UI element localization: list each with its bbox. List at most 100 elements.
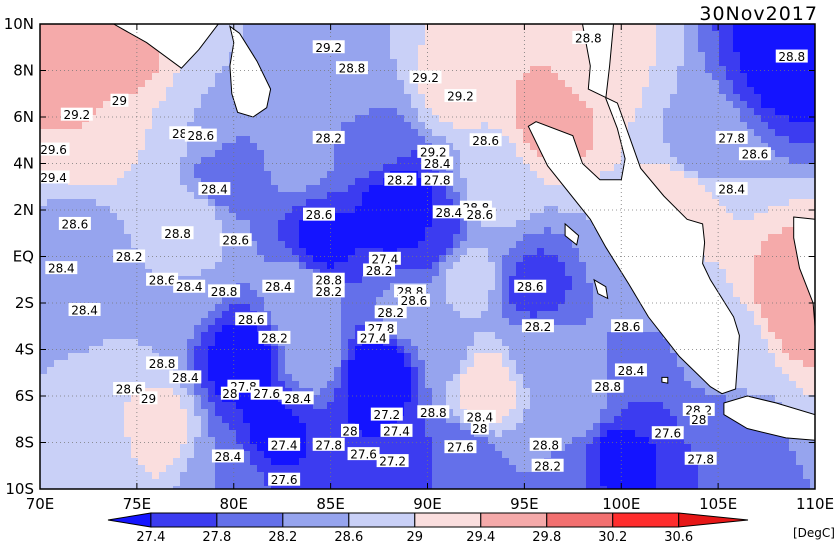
sst-cell [264, 73, 272, 81]
sst-cell [117, 38, 125, 46]
sst-cell [145, 248, 153, 256]
sst-cell [271, 206, 279, 214]
sst-cell [677, 24, 685, 32]
sst-cell [586, 325, 594, 333]
sst-cell [635, 115, 643, 123]
sst-cell [558, 234, 566, 242]
sst-cell [460, 129, 468, 137]
sst-cell [257, 304, 265, 312]
sst-cell [376, 227, 384, 235]
sst-cell [117, 297, 125, 305]
sst-cell [789, 38, 797, 46]
sst-cell [544, 262, 552, 270]
sst-cell [68, 122, 76, 130]
sst-cell [208, 38, 216, 46]
sst-cell [75, 143, 83, 151]
sst-cell [138, 297, 146, 305]
sst-cell [810, 318, 815, 326]
sst-cell [502, 59, 510, 67]
sst-cell [47, 255, 55, 263]
sst-cell [467, 290, 475, 298]
sst-cell [600, 248, 608, 256]
sst-cell [740, 31, 748, 39]
sst-cell [705, 150, 713, 158]
sst-cell [768, 87, 776, 95]
sst-cell [89, 220, 97, 228]
sst-cell [89, 136, 97, 144]
sst-cell [152, 122, 160, 130]
sst-cell [467, 38, 475, 46]
sst-cell [803, 157, 811, 165]
sst-cell [740, 87, 748, 95]
sst-cell [551, 73, 559, 81]
sst-cell [173, 318, 181, 326]
sst-cell [341, 192, 349, 200]
sst-cell [236, 192, 244, 200]
sst-cell [40, 304, 48, 312]
sst-cell [68, 192, 76, 200]
sst-cell [47, 276, 55, 284]
sst-cell [425, 325, 433, 333]
sst-cell [572, 248, 580, 256]
sst-cell [75, 52, 83, 60]
sst-cell [782, 157, 790, 165]
sst-cell [257, 157, 265, 165]
sst-cell [754, 185, 762, 193]
sst-cell [621, 283, 629, 291]
sst-cell [705, 52, 713, 60]
sst-cell [796, 136, 804, 144]
sst-cell [236, 297, 244, 305]
sst-cell [663, 171, 671, 179]
sst-cell [446, 66, 454, 74]
sst-cell [327, 311, 335, 319]
sst-cell [481, 38, 489, 46]
sst-cell [355, 171, 363, 179]
sst-cell [334, 101, 342, 109]
sst-cell [768, 276, 776, 284]
sst-cell [341, 290, 349, 298]
sst-cell [47, 52, 55, 60]
sst-cell [740, 213, 748, 221]
sst-cell [222, 192, 230, 200]
sst-cell [712, 59, 720, 67]
sst-cell [250, 255, 258, 263]
sst-cell [152, 262, 160, 270]
sst-cell [362, 297, 370, 305]
sst-cell [656, 157, 664, 165]
sst-cell [656, 115, 664, 123]
sst-cell [173, 66, 181, 74]
sst-cell [131, 73, 139, 81]
sst-cell [537, 87, 545, 95]
sst-cell [411, 227, 419, 235]
sst-cell [411, 304, 419, 312]
sst-cell [460, 234, 468, 242]
sst-cell [173, 304, 181, 312]
sst-cell [474, 269, 482, 277]
sst-cell [194, 220, 202, 228]
sst-cell [628, 38, 636, 46]
sst-cell [243, 304, 251, 312]
sst-cell [299, 269, 307, 277]
sst-cell [642, 24, 650, 32]
sst-cell [733, 24, 741, 32]
sst-cell [768, 325, 776, 333]
sst-cell [768, 66, 776, 74]
sst-cell [621, 31, 629, 39]
sst-cell [768, 206, 776, 214]
sst-cell [768, 171, 776, 179]
sst-cell [754, 332, 762, 340]
sst-cell [271, 101, 279, 109]
sst-cell [229, 129, 237, 137]
sst-cell [495, 213, 503, 221]
sst-cell [96, 276, 104, 284]
sst-cell [299, 164, 307, 172]
sst-cell [495, 220, 503, 228]
sst-cell [481, 171, 489, 179]
sst-cell [516, 24, 524, 32]
sst-cell [747, 311, 755, 319]
sst-cell [614, 80, 622, 88]
sst-cell [614, 136, 622, 144]
sst-cell [432, 45, 440, 53]
sst-cell [327, 87, 335, 95]
sst-cell [264, 185, 272, 193]
